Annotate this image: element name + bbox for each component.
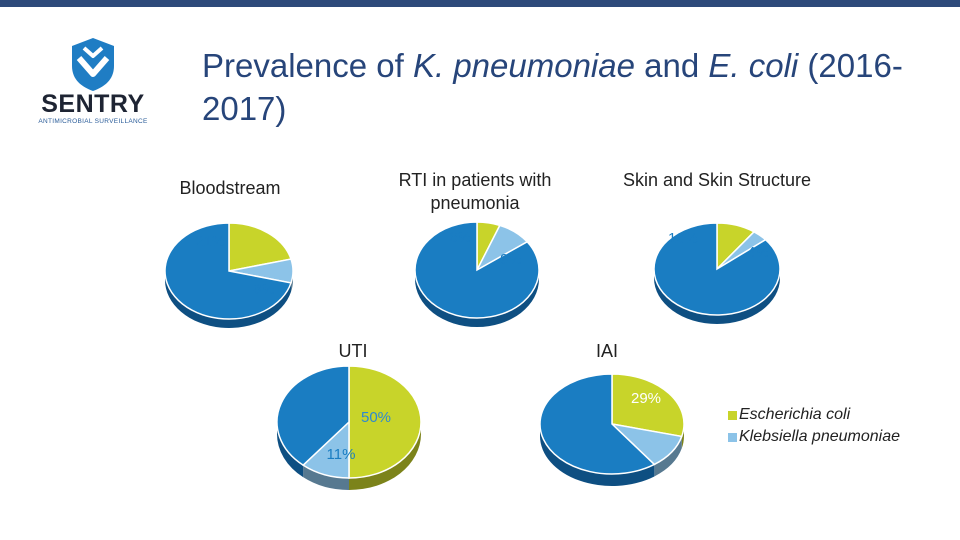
pie-4: 29% bbox=[539, 373, 685, 486]
chart-title-rti: RTI in patients with pneumonia bbox=[398, 170, 552, 213]
legend-item-ecoli: Escherichia coli bbox=[728, 404, 900, 426]
pie-2-label-1: 4% bbox=[747, 244, 769, 261]
pie-2-slice-2 bbox=[653, 222, 781, 316]
logo-subtitle: ANTIMICROBIAL SURVEILLANCE bbox=[38, 118, 148, 125]
pie-1-label-0: 6% bbox=[449, 229, 471, 246]
pie-3-slice-2 bbox=[276, 365, 350, 467]
chart-title-skin: Skin and Skin Structure bbox=[622, 170, 812, 190]
shield-icon bbox=[72, 38, 114, 91]
pie-2-label-0: 10% bbox=[668, 230, 698, 247]
pie-4-side-0 bbox=[681, 424, 684, 449]
pie-3-label-1: 11% bbox=[327, 446, 356, 463]
pie-0-label-0: 21% bbox=[195, 233, 225, 250]
pie-4-label-0: 29% bbox=[631, 390, 661, 407]
chart-title-iai: IAI bbox=[595, 341, 618, 361]
top-accent-bar bbox=[0, 0, 960, 7]
legend-swatch-klebsiella bbox=[728, 432, 737, 442]
legend-label-klebsiella: Klebsiella pneumoniae bbox=[739, 428, 900, 445]
chart-title-uti: UTI bbox=[338, 341, 368, 361]
chart-legend: Escherichia coli Klebsiella pneumoniae bbox=[728, 404, 900, 448]
pie-3-side-2 bbox=[277, 422, 304, 478]
pie-1-side-2 bbox=[415, 270, 539, 327]
pie-3: 50% 11% bbox=[276, 365, 422, 490]
pie-0: 21% 8% bbox=[164, 222, 294, 328]
legend-label-ecoli: Escherichia coli bbox=[739, 406, 851, 423]
legend-swatch-ecoli bbox=[728, 410, 737, 420]
pie-3-slice-0 bbox=[348, 365, 422, 479]
pie-4-slice-2 bbox=[539, 373, 656, 475]
legend-item-klebsiella: Klebsiella pneumoniae bbox=[728, 426, 900, 448]
pie-2: 10% 4% bbox=[653, 222, 781, 324]
pie-0-label-1: 8% bbox=[253, 281, 275, 298]
logo-wordmark: SENTRY bbox=[41, 90, 145, 118]
sentry-logo: SENTRY ANTIMICROBIAL SURVEILLANCE bbox=[34, 36, 152, 132]
pie-4-slice-0 bbox=[611, 373, 685, 438]
pie-1-label-1: 9% bbox=[500, 251, 522, 268]
pie-1-slice-2 bbox=[414, 221, 540, 319]
pie-3-label-0: 50% bbox=[361, 409, 391, 426]
pie-2-side-2 bbox=[654, 269, 780, 324]
chart-title-bloodstream: Bloodstream bbox=[179, 178, 281, 198]
pie-1: 6% 9% bbox=[414, 221, 540, 327]
pie-4-side-2 bbox=[540, 424, 655, 486]
pie-0-slice-0 bbox=[228, 222, 292, 272]
page-title: Prevalence of K. pneumoniae and E. coli … bbox=[202, 47, 903, 127]
pie-0-slice-2 bbox=[164, 222, 292, 320]
